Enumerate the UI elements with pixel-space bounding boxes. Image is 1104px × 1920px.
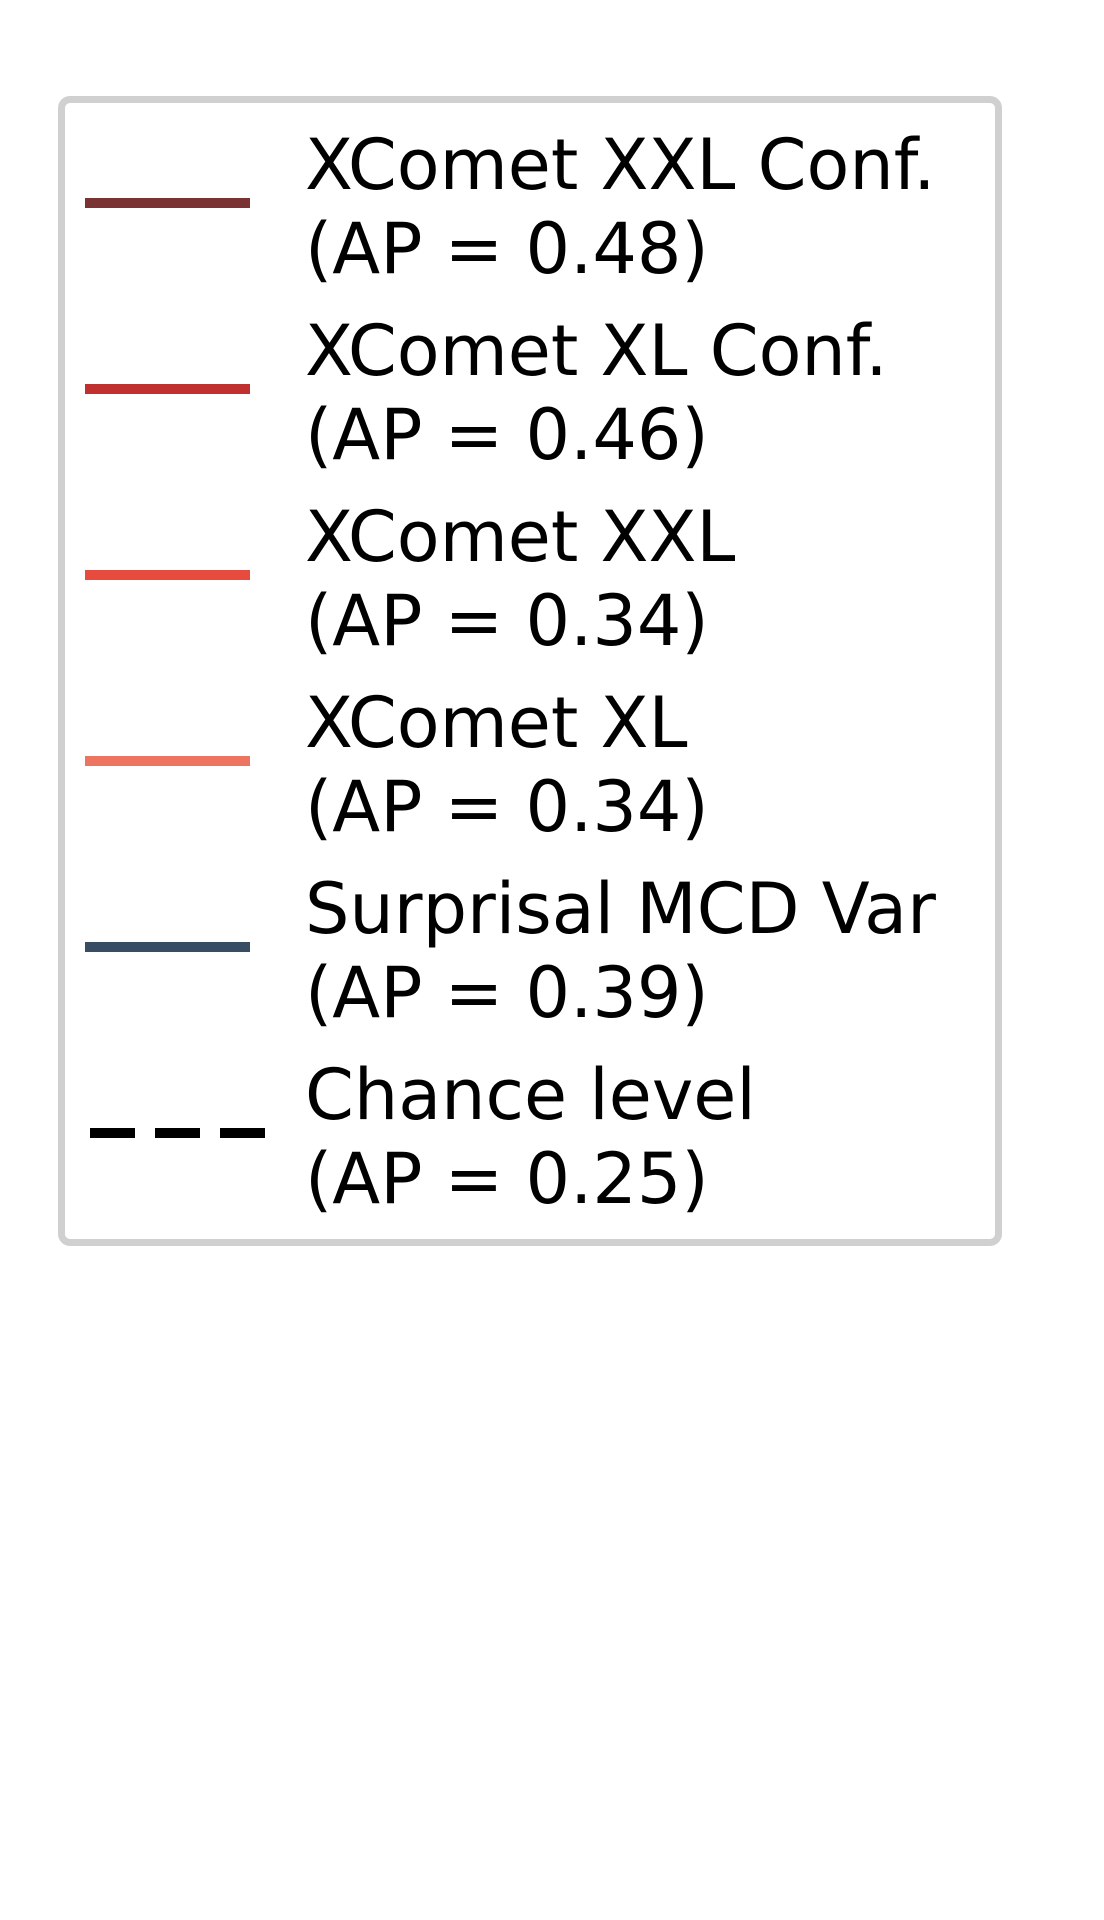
series-ap: (AP = 0.25) xyxy=(305,1138,709,1220)
series-name: XComet XL Conf. xyxy=(305,310,888,392)
series-ap: (AP = 0.48) xyxy=(305,208,709,290)
legend-entry-xcomet-xxl-conf: XComet XXL Conf. (AP = 0.48) xyxy=(65,123,1009,290)
legend-entry-xcomet-xxl: XComet XXL (AP = 0.34) xyxy=(65,495,1009,662)
series-name: Chance level xyxy=(305,1054,756,1136)
legend-entry-xcomet-xl: XComet XL (AP = 0.34) xyxy=(65,681,1009,848)
series-name: XComet XL xyxy=(305,682,688,764)
legend-entry-surprisal-mcd-var: Surprisal MCD Var (AP = 0.39) xyxy=(65,867,1009,1034)
legend-entry-chance-level: Chance level (AP = 0.25) xyxy=(65,1053,1009,1220)
legend-label-chance-level: Chance level (AP = 0.25) xyxy=(305,1053,1005,1221)
legend-label-surprisal-mcd-var: Surprisal MCD Var (AP = 0.39) xyxy=(305,867,1005,1035)
series-name: XComet XXL xyxy=(305,496,736,578)
legend-label-xcomet-xxl-conf: XComet XXL Conf. (AP = 0.48) xyxy=(305,123,1005,291)
legend-line-surprisal-mcd-var xyxy=(85,942,250,952)
series-ap: (AP = 0.39) xyxy=(305,952,709,1034)
legend-entry-xcomet-xl-conf: XComet XL Conf. (AP = 0.46) xyxy=(65,309,1009,476)
chart-legend: XComet XXL Conf. (AP = 0.48) XComet XL C… xyxy=(58,96,1002,1246)
legend-label-xcomet-xl: XComet XL (AP = 0.34) xyxy=(305,681,1005,849)
legend-line-xcomet-xl-conf xyxy=(85,384,250,394)
legend-line-xcomet-xxl xyxy=(85,570,250,580)
legend-label-xcomet-xxl: XComet XXL (AP = 0.34) xyxy=(305,495,1005,663)
series-name: XComet XXL Conf. xyxy=(305,124,936,206)
series-name: Surprisal MCD Var xyxy=(305,868,936,950)
series-ap: (AP = 0.34) xyxy=(305,766,709,848)
legend-line-xcomet-xxl-conf xyxy=(85,198,250,208)
series-ap: (AP = 0.34) xyxy=(305,580,709,662)
series-ap: (AP = 0.46) xyxy=(305,394,709,476)
legend-line-xcomet-xl xyxy=(85,756,250,766)
legend-line-chance-level xyxy=(90,1128,265,1138)
legend-label-xcomet-xl-conf: XComet XL Conf. (AP = 0.46) xyxy=(305,309,1005,477)
